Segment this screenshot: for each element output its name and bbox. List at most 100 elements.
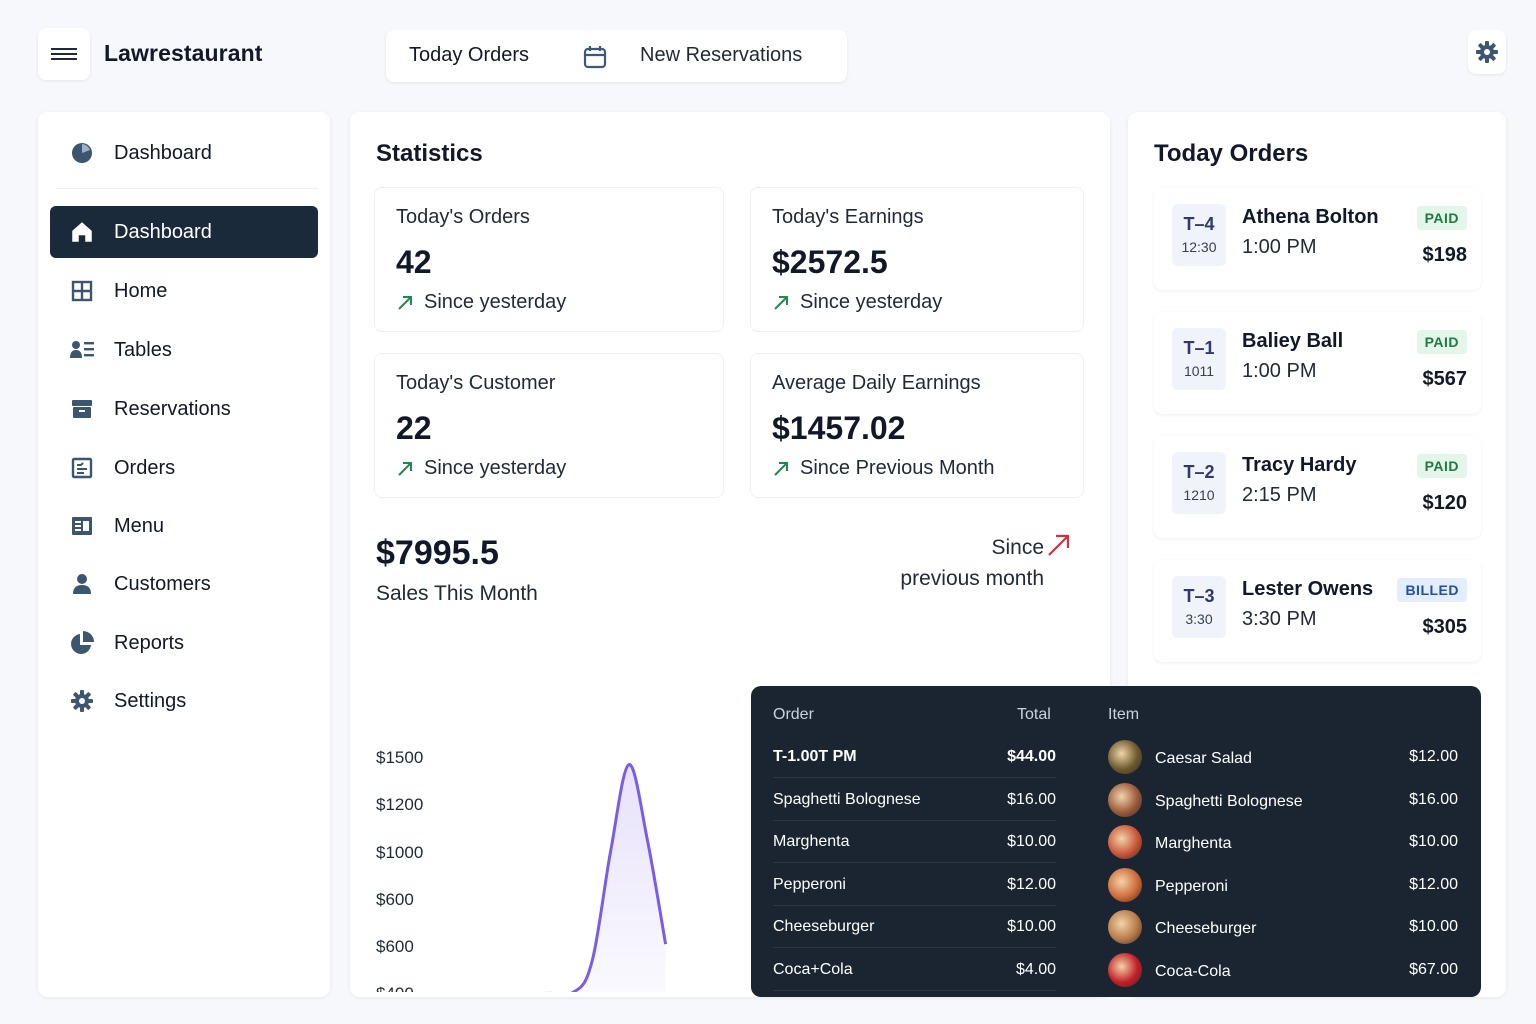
menu-lines-icon	[51, 48, 77, 60]
sidebar-item-label: Home	[114, 279, 168, 302]
sidebar-item-label: Customers	[114, 572, 211, 595]
table-code: T–1	[1183, 338, 1215, 358]
stat-card-label: Average Daily Earnings	[772, 372, 981, 394]
sidebar-item-settings[interactable]: Settings	[50, 675, 318, 727]
order-time: 2:15 PM	[1242, 484, 1317, 506]
item-price: $12.00	[1409, 875, 1458, 893]
statistics-title: Statistics	[376, 140, 483, 167]
user-icon	[73, 574, 91, 594]
sidebar-item-dashboard-top[interactable]: Dashboard	[50, 127, 318, 179]
order-line-name: Cheeseburger	[773, 918, 875, 935]
order-line-row[interactable]: Cheeseburger $10.00	[773, 906, 1056, 948]
table-time: 1210	[1183, 487, 1215, 503]
item-price: $67.00	[1409, 960, 1458, 978]
stat-card-sub: Since yesterday	[800, 291, 943, 313]
order-card[interactable]: T–2 1210 Tracy Hardy 2:15 PM PAID $120	[1154, 436, 1481, 538]
order-line-row[interactable]: T-1.00T PM $44.00	[773, 736, 1056, 778]
sidebar-item-tables[interactable]: Tables	[50, 324, 318, 376]
sidebar-item-menu[interactable]: Menu	[50, 500, 318, 552]
order-line-row[interactable]: Coca+Cola $4.00	[773, 949, 1056, 991]
settings-button[interactable]	[1468, 30, 1506, 74]
y-tick-label: $400	[376, 984, 414, 992]
pie-chart-icon	[71, 631, 94, 654]
arrow-up-right-icon	[774, 295, 788, 310]
sidebar-item-customers[interactable]: Customers	[50, 558, 318, 610]
order-amount: $120	[1422, 492, 1468, 514]
stat-card-sub: Since yesterday	[424, 457, 567, 479]
order-amount: $198	[1422, 244, 1468, 266]
stat-card-value: $2572.5	[772, 244, 888, 280]
month-sales-value: $7995.5	[376, 534, 499, 572]
order-line-price: $16.00	[1007, 790, 1056, 808]
sidebar-item-orders[interactable]: Orders	[50, 442, 318, 494]
order-card[interactable]: T–4 12:30 Athena Bolton 1:00 PM PAID $19…	[1154, 188, 1481, 290]
since-line-2: previous month	[900, 567, 1044, 590]
arrow-up-right-icon	[398, 295, 412, 310]
hamburger-menu-button[interactable]	[38, 28, 90, 80]
order-detail-popup: Order Total Item T-1.00T PM $44.00 Spaghet…	[751, 686, 1481, 997]
calendar-icon[interactable]	[582, 44, 608, 70]
y-tick-label: $1500	[376, 748, 423, 767]
gear-icon	[71, 690, 93, 712]
food-thumbnail-icon	[1108, 910, 1142, 944]
archive-icon	[72, 400, 92, 418]
sidebar-item-reservations[interactable]: Reservations	[50, 383, 318, 435]
home-icon	[72, 222, 92, 242]
sidebar-item-home[interactable]: Home	[50, 265, 318, 317]
item-row[interactable]: Pepperoni $12.00	[1108, 864, 1458, 906]
table-code: T–4	[1183, 214, 1215, 234]
sidebar-item-label: Orders	[114, 456, 176, 479]
stat-card-average: Average Daily Earnings $1457.02 Since Pr…	[750, 353, 1084, 498]
item-row[interactable]: Marghenta $10.00	[1108, 821, 1458, 863]
tab-new-reservations[interactable]: New Reservations	[640, 44, 803, 66]
sidebar-item-dashboard[interactable]: Dashboard	[50, 206, 318, 258]
item-row[interactable]: Coca-Cola $67.00	[1108, 949, 1458, 991]
sidebar-item-label: Menu	[114, 514, 165, 537]
sidebar-item-label: Dashboard	[114, 220, 212, 243]
col-header-order: Order	[773, 706, 814, 723]
order-line-name: Coca+Cola	[773, 960, 853, 978]
food-thumbnail-icon	[1108, 952, 1142, 987]
order-line-price: $10.00	[1007, 918, 1056, 935]
y-tick-label: $1000	[376, 843, 423, 862]
grid-icon	[71, 280, 93, 302]
sidebar-item-reports[interactable]: Reports	[50, 617, 318, 669]
item-name: Coca-Cola	[1155, 962, 1231, 980]
order-line-row[interactable]: Spaghetti Bolognese $16.00	[773, 779, 1056, 821]
table-code: T–2	[1183, 462, 1215, 482]
top-tabs: Today Orders New Reservations	[386, 30, 847, 82]
tables-icon	[70, 341, 94, 358]
tab-today-orders[interactable]: Today Orders	[409, 44, 530, 66]
item-price: $12.00	[1409, 748, 1458, 765]
customer-name: Tracy Hardy	[1242, 454, 1357, 476]
customer-name: Lester Owens	[1242, 578, 1374, 600]
food-thumbnail-icon	[1108, 867, 1142, 902]
sidebar: Dashboard Dashboard Home Tables Reservat…	[38, 112, 330, 997]
col-header-item: Item	[1108, 706, 1140, 723]
order-line-name: Pepperoni	[773, 875, 846, 893]
order-line-row[interactable]: Pepperoni $12.00	[773, 864, 1056, 906]
order-card[interactable]: T–1 1011 Baliey Ball 1:00 PM PAID $567	[1154, 312, 1481, 414]
menu-icon	[72, 517, 92, 535]
order-line-price: $10.00	[1007, 833, 1056, 850]
since-previous-month: Since previous month	[844, 532, 1044, 594]
col-header-total: Total	[1017, 706, 1051, 723]
customer-name: Baliey Ball	[1242, 330, 1344, 352]
stat-card-sub: Since yesterday	[424, 291, 567, 313]
stat-card-earnings: Today's Earnings $2572.5 Since yesterday	[750, 187, 1084, 332]
stat-card-orders: Today's Orders 42 Since yesterday	[374, 187, 724, 332]
sales-area-chart: $1500$1200$1000$600$600$40001 Oct08 Oct1…	[376, 748, 668, 992]
order-line-row[interactable]: Marghenta $10.00	[773, 821, 1056, 863]
app-title: Lawrestaurant	[104, 40, 263, 66]
food-thumbnail-icon	[1108, 782, 1142, 817]
item-row[interactable]: Caesar Salad $12.00	[1108, 736, 1458, 778]
table-badge: T–1 1011	[1172, 328, 1226, 390]
item-row[interactable]: Cheeseburger $10.00	[1108, 906, 1458, 948]
month-sales-label: Sales This Month	[376, 582, 538, 605]
table-time: 3:30	[1185, 611, 1213, 627]
item-row[interactable]: Spaghetti Bolognese $16.00	[1108, 779, 1458, 821]
order-card[interactable]: T–3 3:30 Lester Owens 3:30 PM BILLED $30…	[1154, 560, 1481, 662]
item-price: $16.00	[1409, 790, 1458, 808]
order-amount: $305	[1422, 616, 1468, 638]
stat-card-label: Today's Customer	[396, 372, 556, 394]
